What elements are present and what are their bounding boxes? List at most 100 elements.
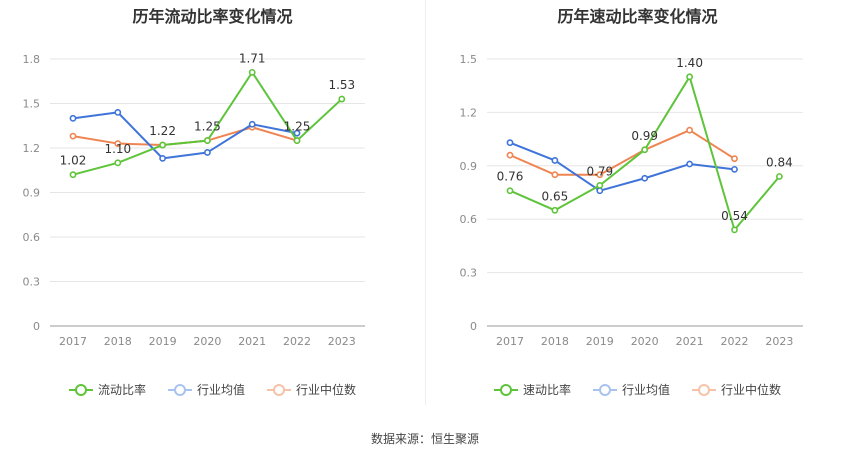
x-tick-label: 2022 [283,335,311,348]
legend-label: 行业均值 [196,383,245,397]
data-point [293,129,301,137]
y-tick-label: 1.5 [23,98,41,111]
chart-legend: 流动比率 行业均值 行业中位数 [0,381,425,398]
legend-item-current-ratio[interactable]: 流动比率 [68,381,146,398]
data-point [248,120,256,128]
x-tick-label: 2020 [631,335,659,348]
data-label: 0.54 [721,209,748,223]
x-tick-label: 2021 [238,335,266,348]
chart-title: 历年流动比率变化情况 [132,7,293,26]
data-point [203,137,211,144]
data-point [338,95,346,103]
data-point [159,154,166,162]
data-point [248,68,256,76]
data-point [551,171,559,179]
data-point [731,226,738,234]
data-label: 1.25 [284,120,311,134]
legend-item-industry-mean[interactable]: 行业均值 [592,381,670,398]
legend-line-icon [592,383,617,397]
data-point [596,181,604,189]
x-tick-label: 2023 [765,335,793,348]
data-point [551,157,559,164]
data-label: 1.10 [104,142,131,156]
chart-title: 历年速动比率变化情况 [557,7,718,26]
data-label: 1.71 [239,51,266,65]
data-label: 1.40 [676,56,703,70]
series-line [72,111,298,160]
current-ratio-chart-panel: 历年流动比率变化情况 0 0.3 0.6 0.9 1.2 1.5 1.8 2017 2018 20… [0,0,425,420]
x-tick-label: 2018 [104,335,132,348]
series-line [509,141,735,192]
legend-line-icon [68,383,93,397]
data-label: 1.22 [149,124,176,138]
legend-line-icon [267,383,291,397]
legend-line-icon [692,383,716,397]
y-tick-label: 1.2 [23,142,41,155]
data-label: 0.99 [631,129,658,143]
data-point [686,73,693,81]
data-label: 0.84 [766,155,793,169]
data-point [775,173,783,180]
data-point [686,126,693,134]
legend-line-icon [493,383,518,397]
x-tick-label: 2019 [149,335,177,348]
data-label: 1.25 [194,120,221,134]
data-point [506,187,514,195]
x-tick-label: 2018 [541,335,569,348]
legend-line-icon [167,383,192,397]
data-point [641,146,649,154]
quick-ratio-chart: 0 0.3 0.6 0.9 1.2 1.5 2017 2018 2019 2020 2021 2022… [460,53,803,348]
data-point [596,187,604,195]
y-tick-label: 0.3 [460,267,478,280]
legend-label: 行业中位数 [296,383,357,397]
data-point [506,151,514,159]
y-tick-label: 0 [470,320,477,333]
series-line [509,129,736,176]
data-point [686,160,693,168]
chart-legend: 速动比率 行业均值 行业中位数 [425,381,850,398]
data-point [731,155,738,163]
y-tick-label: 0.3 [23,276,41,289]
data-point [641,174,649,182]
x-tick-label: 2020 [193,335,221,348]
data-point [203,149,211,156]
data-point [69,132,77,140]
legend-item-quick-ratio[interactable]: 速动比率 [493,381,571,398]
data-source-note: 数据来源：恒生聚源 [370,432,479,446]
legend-label: 速动比率 [522,383,571,397]
quick-ratio-chart-panel: 历年速动比率变化情况 0 0.3 0.6 0.9 1.2 1.5 2017 2018 2019 2… [425,0,850,420]
legend-item-industry-median[interactable]: 行业中位数 [692,381,781,398]
x-tick-label: 2019 [586,335,614,348]
panel-divider [425,0,426,405]
y-tick-label: 0.6 [23,231,41,244]
data-point [293,137,301,144]
data-label: 0.79 [586,164,613,178]
data-label: 0.65 [542,189,569,203]
data-point [596,171,604,179]
y-tick-label: 0.9 [460,160,478,173]
current-ratio-chart: 0 0.3 0.6 0.9 1.2 1.5 1.8 2017 2018 2019 2020 2021 2… [23,51,365,348]
legend-item-industry-median[interactable]: 行业中位数 [267,381,356,398]
data-point [731,165,738,173]
y-tick-label: 0.6 [460,213,478,226]
y-tick-label: 0 [33,320,40,333]
data-label: 0.76 [497,170,524,184]
legend-label: 行业中位数 [721,383,782,397]
data-point [69,114,77,122]
legend-item-industry-mean[interactable]: 行业均值 [167,381,245,398]
series-line [509,75,781,231]
x-tick-label: 2023 [328,335,356,348]
y-tick-label: 1.5 [460,53,478,66]
y-tick-label: 0.9 [23,187,41,200]
x-tick-label: 2017 [496,335,524,348]
y-tick-label: 1.8 [23,53,41,66]
data-point [114,159,122,167]
legend-label: 行业均值 [621,383,670,397]
y-tick-label: 1.2 [460,106,478,119]
data-point [114,109,122,116]
x-tick-label: 2017 [59,335,87,348]
data-point [69,171,77,179]
x-tick-label: 2021 [676,335,704,348]
legend-label: 流动比率 [97,383,146,397]
data-point [551,206,559,214]
